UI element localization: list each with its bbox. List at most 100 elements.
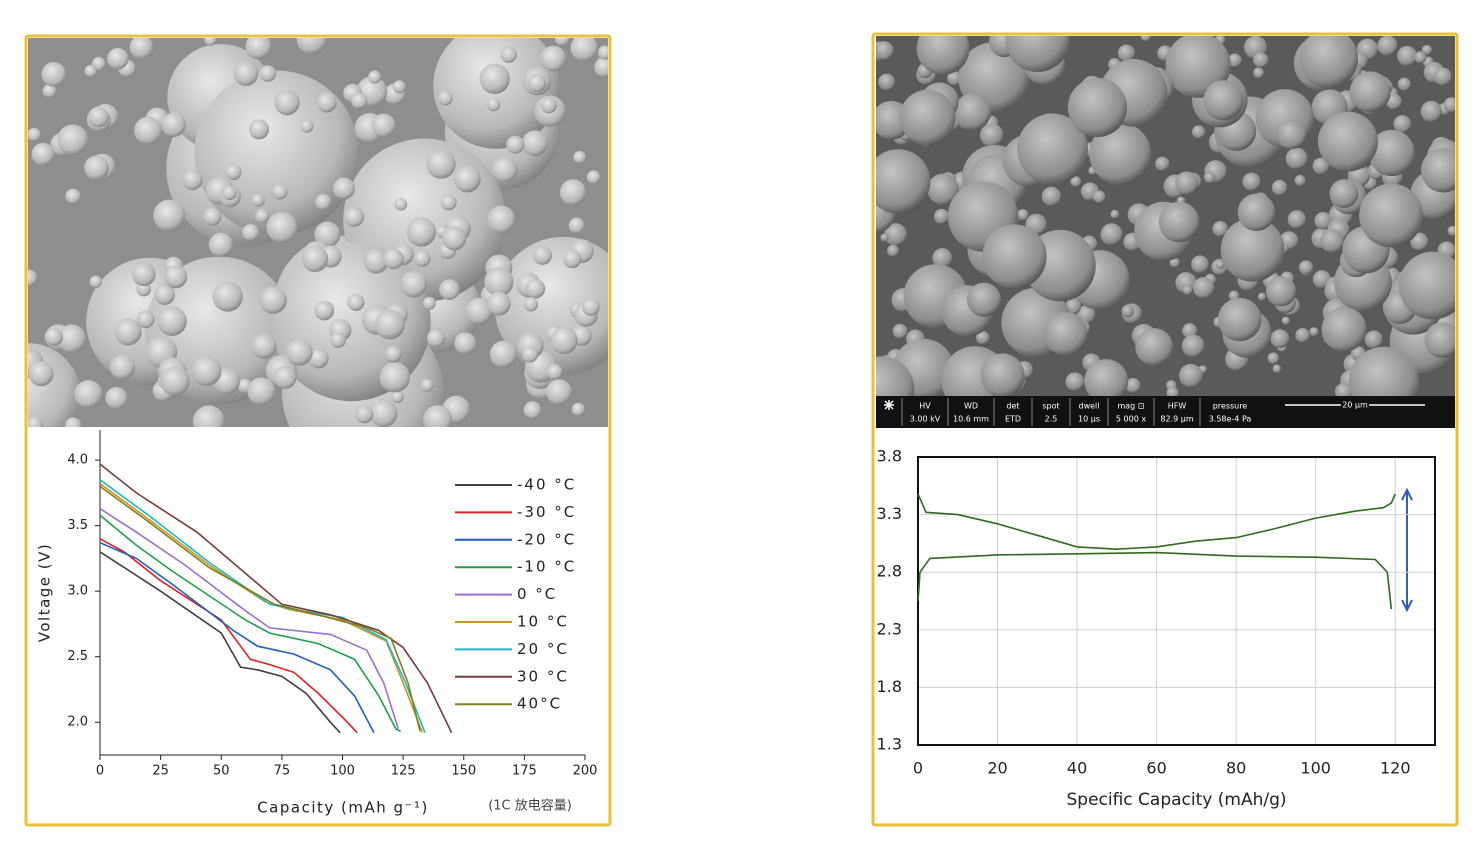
- particle: [546, 363, 563, 380]
- particle: [423, 405, 453, 427]
- particle: [876, 41, 894, 60]
- particle: [1191, 125, 1206, 139]
- particle: [1125, 378, 1141, 393]
- particle: [1158, 201, 1200, 243]
- particle: [89, 275, 102, 288]
- particle: [245, 38, 272, 60]
- sem-field-label: WD: [964, 402, 978, 411]
- particle: [532, 245, 552, 265]
- particle: [1299, 36, 1359, 88]
- particle: [1393, 115, 1412, 133]
- particle: [31, 142, 55, 166]
- particle: [225, 164, 242, 181]
- particle: [982, 224, 1047, 289]
- particle: [438, 90, 453, 106]
- particle: [107, 47, 129, 70]
- legend-label: 30 °C: [517, 667, 569, 685]
- particle: [371, 113, 396, 138]
- particle: [876, 356, 915, 396]
- particle: [351, 92, 368, 109]
- particle: [368, 70, 382, 84]
- particle: [314, 221, 341, 248]
- range-arrow: [1401, 487, 1413, 613]
- particle: [571, 402, 585, 416]
- particle: [88, 106, 109, 128]
- y-tick-label: 4.0: [67, 453, 88, 468]
- particle: [384, 345, 402, 363]
- series-line: [99, 541, 375, 734]
- x-tick-label: 20: [987, 759, 1007, 778]
- particle: [1421, 44, 1433, 55]
- particle: [523, 401, 542, 419]
- particle: [1070, 176, 1082, 187]
- particle: [439, 279, 460, 300]
- particle: [394, 197, 408, 211]
- particle: [212, 281, 243, 312]
- particle: [129, 38, 154, 59]
- particle: [1287, 210, 1306, 229]
- x-tick-label: 40: [1067, 759, 1087, 778]
- particle: [1093, 190, 1106, 203]
- particle: [521, 346, 539, 363]
- x-tick-label: 0: [96, 764, 104, 779]
- particle: [1005, 36, 1070, 72]
- y-tick-label: 2.3: [877, 619, 902, 638]
- y-tick-label: 3.3: [877, 504, 902, 523]
- particle: [1227, 53, 1242, 68]
- particle: [1237, 193, 1276, 232]
- particle: [266, 211, 298, 244]
- particle: [57, 124, 89, 156]
- particle: [563, 249, 582, 269]
- legend-label: 10 °C: [517, 613, 569, 631]
- particle: [1317, 111, 1378, 172]
- particle: [954, 93, 992, 131]
- particle: [330, 332, 346, 348]
- particle: [426, 329, 445, 348]
- particle: [314, 300, 335, 321]
- particle: [1155, 156, 1170, 171]
- particle: [1267, 352, 1280, 365]
- series-line: [99, 507, 400, 730]
- particle: [379, 362, 410, 393]
- particle: [521, 130, 548, 157]
- particle: [363, 248, 389, 274]
- x-tick-label: 75: [274, 764, 291, 779]
- x-tick-label: 0: [913, 759, 923, 778]
- series-line: [99, 463, 453, 734]
- particle: [251, 193, 265, 207]
- particle: [1265, 276, 1297, 307]
- particle: [1212, 221, 1228, 237]
- x-tick-label: 25: [152, 764, 169, 779]
- particle: [1203, 80, 1244, 121]
- particle: [1443, 97, 1455, 113]
- series-line: [917, 551, 1393, 610]
- particle: [1320, 229, 1344, 253]
- particle: [1397, 45, 1418, 66]
- particle: [161, 112, 186, 137]
- particle: [1182, 323, 1198, 339]
- particle: [333, 177, 355, 200]
- particle: [422, 296, 436, 310]
- y-axis-label: Voltage (V): [36, 543, 54, 643]
- particle: [500, 46, 518, 63]
- sem-field-value: 10 μs: [1078, 415, 1100, 424]
- particle: [154, 284, 176, 305]
- series-line: [917, 493, 1396, 551]
- particle: [489, 340, 518, 368]
- series-line: [99, 551, 341, 734]
- particle: [233, 61, 259, 86]
- particle: [1041, 186, 1062, 207]
- particle: [1377, 36, 1398, 56]
- particle: [208, 232, 234, 257]
- particle: [374, 309, 405, 340]
- particle: [1421, 148, 1455, 193]
- sem-field-label: HV: [919, 402, 931, 411]
- particle: [316, 92, 337, 113]
- particle: [540, 97, 557, 114]
- particle: [1242, 172, 1261, 191]
- y-tick-label: 2.0: [67, 715, 88, 730]
- particle: [1043, 311, 1088, 356]
- particle: [273, 365, 297, 389]
- particle: [41, 62, 67, 87]
- particle: [191, 356, 222, 387]
